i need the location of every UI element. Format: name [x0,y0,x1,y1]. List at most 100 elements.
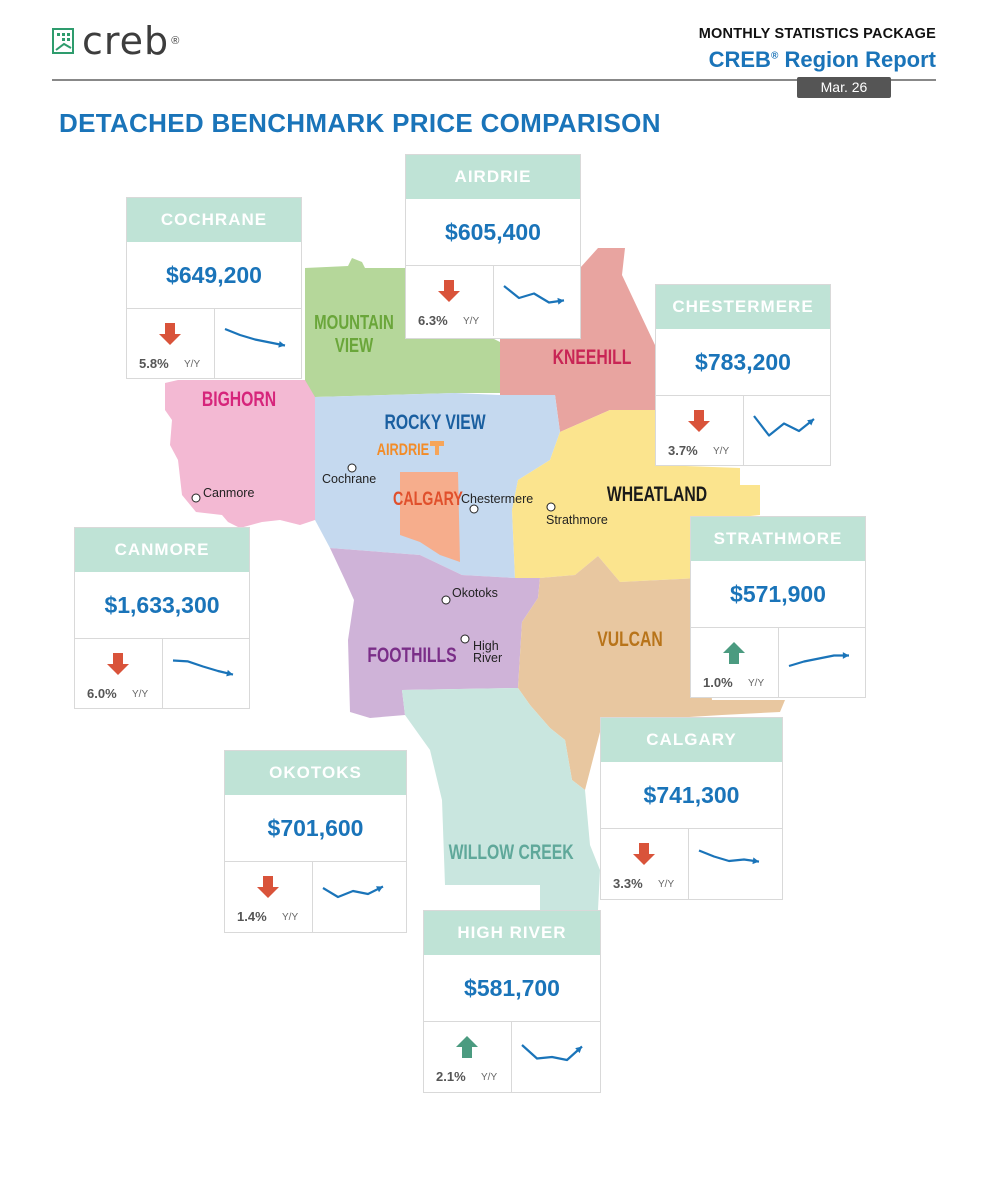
town-dot-cochrane [347,463,357,473]
region-label-airdrie: AIRDRIE [377,440,429,459]
trend-sparkline [224,327,286,348]
card-change-row: 6.3% Y/Y [406,266,580,336]
region-willow-creek [402,688,600,910]
card-change-cell: 1.0% Y/Y [691,628,779,698]
down-arrow-icon [438,280,460,302]
card-region-name: STRATHMORE [691,517,865,561]
sparkline-arrowhead [376,886,383,893]
sparkline-path [753,415,815,437]
sparkline-arrowhead [226,669,233,677]
down-arrow-icon [688,410,710,432]
yoy-percent: 3.7% [668,443,698,458]
town-label-high: High [473,639,499,653]
down-arrow-icon [633,843,655,865]
sparkline-path [172,659,234,676]
report-title-brand: CREB [708,47,771,72]
yoy-percent: 6.3% [418,313,448,328]
trend-sparkline [788,652,849,668]
yoy-label: Y/Y [713,446,730,457]
card-region-name: CALGARY [601,718,782,762]
down-arrow-icon [257,876,279,898]
trend-sparkline [753,415,815,437]
card-region-name: OKOTOKS [225,751,406,795]
sparkline-arrowhead [278,341,285,348]
card-trend-cell [163,639,249,709]
sparkline-path [224,327,286,347]
yoy-label: Y/Y [658,879,675,890]
yoy-label: Y/Y [184,359,201,370]
card-trend-cell [689,829,782,899]
card-change-cell: 2.1% Y/Y [424,1022,512,1092]
up-arrow-icon [456,1036,478,1058]
card-benchmark-price: $701,600 [225,795,406,862]
card-benchmark-price: $581,700 [424,955,600,1022]
yoy-percent: 6.0% [87,686,117,701]
region-label-calgary: CALGARY [393,488,463,509]
creb-logo: creb ® [52,22,179,60]
card-change-cell: 3.3% Y/Y [601,829,689,899]
region-label-foothills: FOOTHILLS [367,643,456,667]
yoy-label: Y/Y [463,316,480,327]
card-trend-cell [313,862,406,932]
region-label-wheatland: WHEATLAND [607,482,707,506]
sparkline-path [698,849,760,863]
town-label-cochrane: Cochrane [322,472,376,486]
card-airdrie: AIRDRIE $605,400 6.3% Y/Y [405,154,581,339]
card-region-name: HIGH RIVER [424,911,600,955]
card-canmore: CANMORE $1,633,300 6.0% Y/Y [74,527,250,709]
card-calgary: CALGARY $741,300 3.3% Y/Y [600,717,783,900]
package-label: MONTHLY STATISTICS PACKAGE [698,26,936,42]
town-dot-okotoks [441,595,451,605]
card-change-cell: 5.8% Y/Y [127,309,215,379]
logo-registered-mark: ® [171,35,180,47]
region-label-vulcan: VULCAN [597,627,663,651]
sparkline-arrowhead [842,652,849,659]
card-change-row: 1.4% Y/Y [225,862,406,932]
sparkline-path [788,654,849,668]
yoy-percent: 5.8% [139,356,169,371]
yoy-percent: 1.4% [237,909,267,924]
card-benchmark-price: $1,633,300 [75,572,249,639]
card-region-name: CANMORE [75,528,249,572]
town-dot-canmore [191,493,201,503]
card-benchmark-price: $605,400 [406,199,580,266]
card-change-row: 2.1% Y/Y [424,1022,600,1092]
down-arrow-icon [107,653,129,675]
card-region-name: COCHRANE [127,198,301,242]
header-divider [52,79,936,81]
card-change-cell: 3.7% Y/Y [656,396,744,466]
card-change-row: 5.8% Y/Y [127,309,301,379]
card-trend-cell [744,396,830,466]
card-change-row: 3.3% Y/Y [601,829,782,899]
sparkline-path [322,885,384,899]
town-label-strathmore: Strathmore [546,513,608,527]
report-title-reg: ® [770,50,779,62]
yoy-label: Y/Y [481,1072,498,1083]
region-foothills [330,548,540,718]
house-logo-icon [52,28,74,54]
card-region-name: CHESTERMERE [656,285,830,329]
trend-sparkline [172,659,234,677]
card-benchmark-price: $649,200 [127,242,301,309]
trend-sparkline [521,1044,583,1062]
yoy-percent: 3.3% [613,876,643,891]
card-trend-cell [215,309,301,379]
card-trend-cell [494,266,580,336]
region-label-bighorn: BIGHORN [202,387,276,411]
trend-sparkline [698,849,760,865]
town-dot-chestermere [469,504,479,514]
logo-text: creb [82,19,170,63]
down-arrow-icon [159,323,181,345]
region-label-willow-creek: WILLOW CREEK [449,840,575,864]
town-label-okotoks: Okotoks [452,586,498,600]
region-label-view: VIEW [335,334,374,357]
region-bighorn [165,380,315,528]
card-benchmark-price: $741,300 [601,762,782,829]
card-trend-cell [779,628,865,698]
region-label-mountain: MOUNTAIN [314,311,394,334]
sparkline-path [503,285,565,304]
trend-sparkline [322,885,384,899]
card-cochrane: COCHRANE $649,200 5.8% Y/Y [126,197,302,379]
page-title: DETACHED BENCHMARK PRICE COMPARISON [59,108,661,138]
up-arrow-icon [723,642,745,664]
